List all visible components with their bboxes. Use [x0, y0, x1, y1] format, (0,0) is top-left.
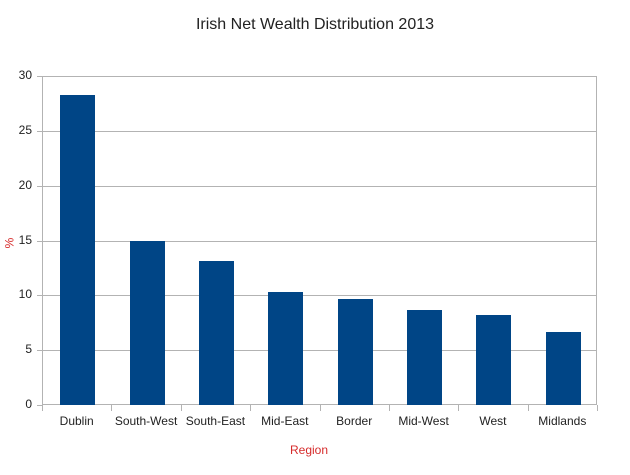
y-tick: [37, 240, 43, 242]
y-tick-label: 25: [18, 122, 32, 137]
y-tick-label: 15: [18, 232, 32, 247]
gridline: [43, 130, 596, 132]
bar-mid-west: [407, 309, 443, 405]
x-tick: [42, 405, 43, 411]
x-axis-title: Region: [290, 443, 329, 457]
y-tick: [37, 405, 43, 406]
x-tick: [111, 405, 113, 411]
x-tick: [180, 405, 182, 411]
x-tick-label: South-West: [114, 414, 178, 428]
gridline: [43, 240, 596, 242]
y-tick: [37, 350, 43, 352]
y-tick: [37, 295, 43, 297]
y-tick: [37, 185, 43, 187]
gridline: [43, 350, 596, 352]
bar-mid-east: [268, 292, 304, 405]
y-tick: [37, 130, 43, 132]
bar-south-west: [129, 240, 165, 405]
bar-midlands: [545, 331, 581, 405]
x-tick: [597, 405, 598, 411]
y-tick-label: 30: [18, 68, 32, 82]
x-tick-label: Dublin: [59, 414, 94, 428]
y-tick-label: 0: [25, 397, 32, 411]
y-tick: [37, 76, 43, 77]
chart-title: Irish Net Wealth Distribution 2013: [195, 16, 435, 33]
x-tick-label: Mid-West: [398, 414, 449, 428]
gridline: [43, 295, 596, 297]
x-tick-label: South-East: [185, 414, 246, 428]
x-tick-label: Mid-East: [261, 414, 309, 428]
bar-south-east: [198, 261, 234, 405]
x-tick: [388, 405, 390, 411]
x-tick-label: West: [479, 414, 507, 428]
bar-dublin: [60, 94, 96, 405]
bar-west: [476, 315, 512, 405]
gridline: [43, 185, 596, 187]
x-tick-label: Midlands: [538, 414, 587, 428]
plot-area: [37, 76, 597, 406]
y-tick-label: 5: [25, 342, 32, 357]
y-tick-label: 20: [18, 177, 32, 192]
y-tick-label: 10: [18, 287, 32, 302]
x-tick: [319, 405, 321, 411]
bar-border: [337, 298, 373, 405]
x-tick: [250, 405, 252, 411]
x-tick: [458, 405, 460, 411]
x-tick-label: Border: [336, 414, 373, 428]
x-tick: [527, 405, 529, 411]
